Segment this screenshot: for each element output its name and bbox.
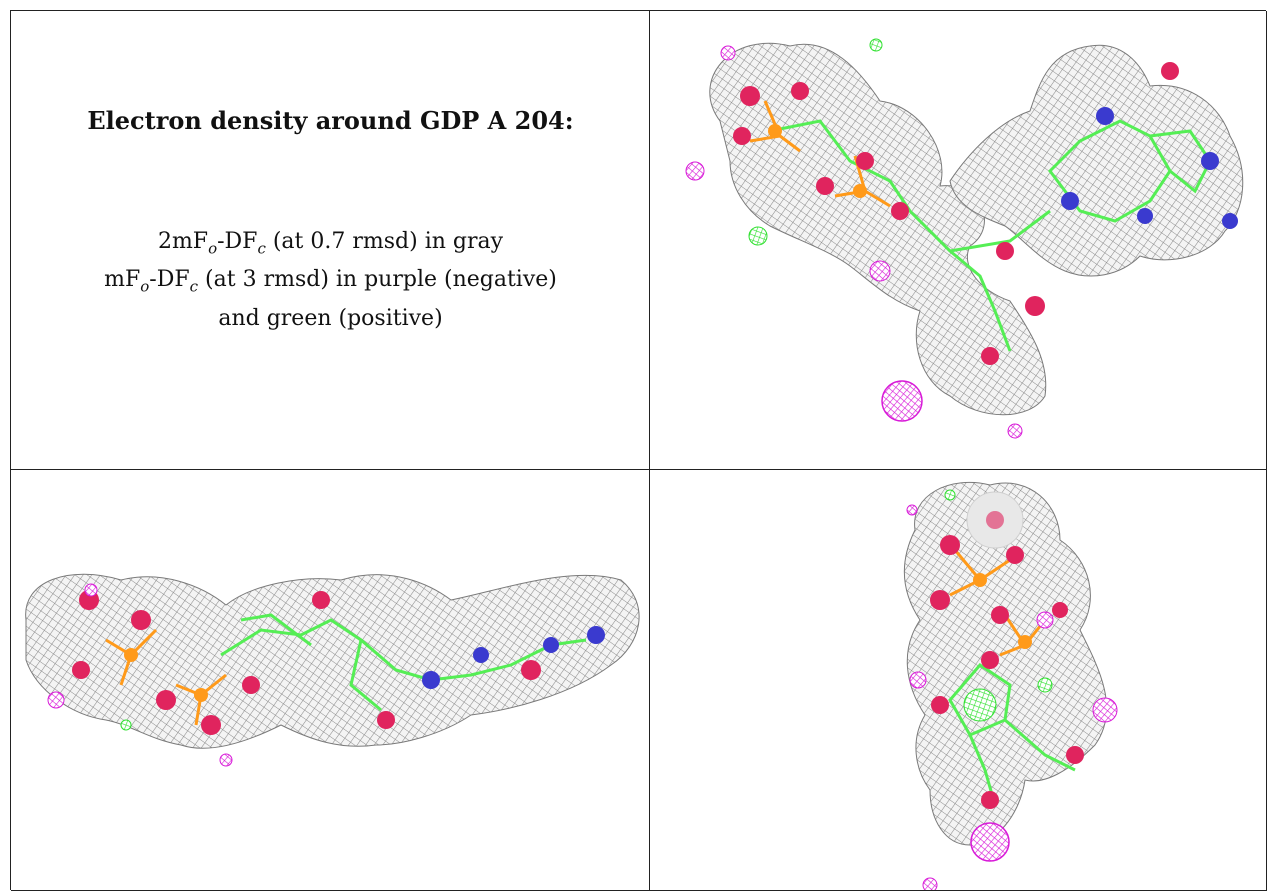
positive-density: [120, 719, 132, 731]
negative-density: [685, 45, 1023, 439]
caption-cell: Electron density around GDP A 204: 2mFo-…: [11, 11, 650, 470]
view-top-right: [650, 11, 1267, 470]
caption-title: Electron density around GDP A 204:: [87, 106, 574, 135]
mesh-2fofc: [903, 481, 1108, 846]
bonds: [220, 613, 587, 712]
caption-line-fofc: mFo-DFc (at 3 rmsd) in purple (negative): [104, 267, 557, 296]
atoms: [930, 511, 1084, 809]
caption-body: 2mFo-DFc (at 0.7 rmsd) in gray mFo-DFc (…: [11, 226, 649, 335]
mesh-2fofc: [709, 42, 1244, 416]
view-bottom-right: [650, 470, 1267, 891]
positive-density: [944, 489, 1053, 722]
gdp-density-view-1-icon: [685, 38, 1244, 439]
gdp-density-view-2-icon: [25, 573, 640, 767]
figure-table: Electron density around GDP A 204: 2mFo-…: [10, 10, 1267, 891]
negative-density: [906, 504, 1118, 890]
atoms: [72, 590, 605, 735]
atoms: [733, 62, 1238, 365]
negative-density: [47, 583, 233, 767]
gdp-density-view-3-icon: [903, 481, 1118, 890]
caption-line-2fofc: 2mFo-DFc (at 0.7 rmsd) in gray: [157, 229, 504, 258]
view-bottom-left: [11, 470, 650, 891]
mesh-2fofc: [25, 573, 640, 749]
caption-line-colors: and green (positive): [218, 305, 443, 331]
positive-density: [748, 38, 883, 246]
